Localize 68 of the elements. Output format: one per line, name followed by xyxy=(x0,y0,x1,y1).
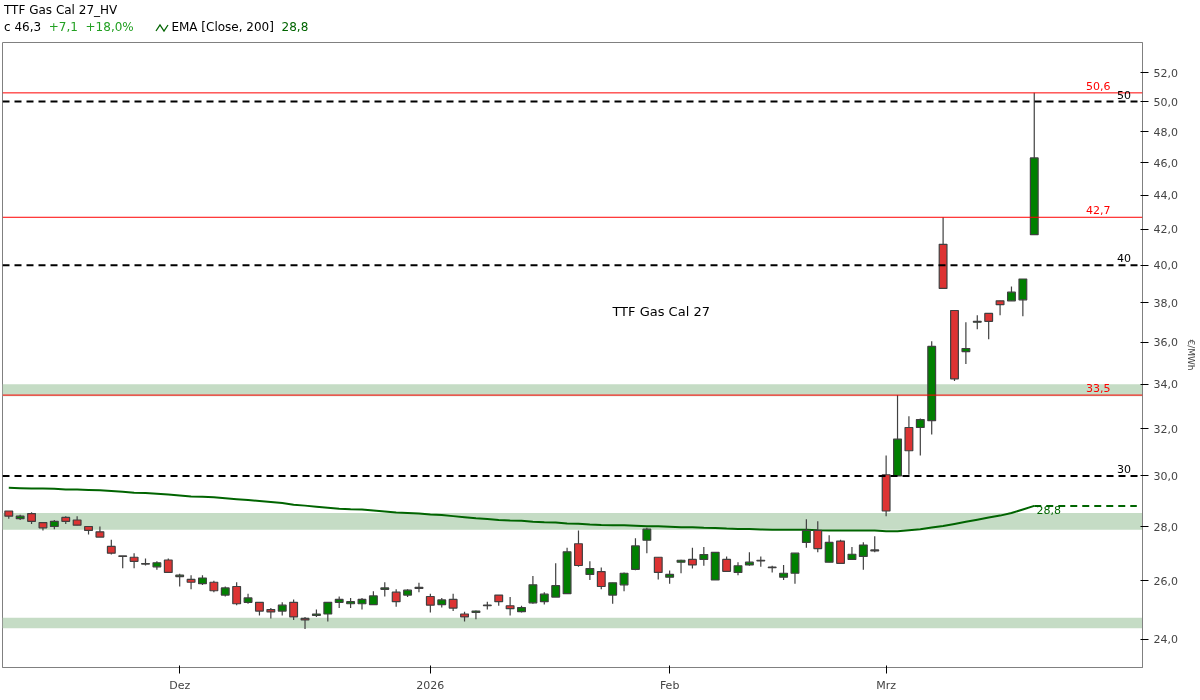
legend-label: EMA [Close, 200] xyxy=(170,20,274,34)
y-tick-label: 24,0 xyxy=(1153,633,1178,647)
candlestick xyxy=(984,312,994,340)
y-tick-label: 32,0 xyxy=(1153,422,1178,436)
y-tick-label: 36,0 xyxy=(1153,336,1178,350)
y-tick-label: 48,0 xyxy=(1153,125,1178,139)
x-tick-label: Mrz xyxy=(876,678,897,692)
candlestick xyxy=(687,547,697,570)
candlestick xyxy=(608,582,618,605)
ref-line-label: 33,5 xyxy=(1086,382,1111,396)
text: c 46,3 xyxy=(4,20,42,34)
candlestick xyxy=(790,552,800,585)
candlestick xyxy=(232,581,242,606)
y-axis-title: €/MWh xyxy=(1185,339,1196,371)
text: +7,1 xyxy=(48,20,78,34)
candlestick xyxy=(528,575,538,605)
candlestick xyxy=(858,541,868,571)
ref-line-label: 50,6 xyxy=(1086,79,1111,93)
y-tick-label: 38,0 xyxy=(1153,296,1178,310)
candlestick xyxy=(801,518,811,549)
y-tick-label: 50,0 xyxy=(1153,95,1178,109)
y-tick-label: 26,0 xyxy=(1153,574,1178,588)
y-tick-label: 52,0 xyxy=(1153,66,1178,80)
ref-line-label: 30 xyxy=(1117,462,1132,476)
candlestick xyxy=(289,598,299,621)
y-tick-label: 44,0 xyxy=(1153,189,1178,203)
y-tick-label: 30,0 xyxy=(1153,469,1178,483)
chart-title: TTF Gas Cal 27_HV xyxy=(4,2,119,19)
candlestick xyxy=(574,529,583,568)
text: 28,8 xyxy=(281,20,309,34)
candlestick xyxy=(961,321,971,365)
x-tick-label: Dez xyxy=(169,678,191,692)
candlestick xyxy=(414,582,424,593)
candlestick xyxy=(676,559,686,574)
ref-line-label: 42,7 xyxy=(1086,204,1111,218)
candlestick xyxy=(824,534,834,563)
candlestick xyxy=(642,527,652,554)
candlestick xyxy=(1018,278,1028,317)
candlestick xyxy=(471,609,481,620)
candlestick xyxy=(813,520,823,553)
candlestick xyxy=(904,415,914,476)
candlestick xyxy=(847,546,857,561)
candlestick xyxy=(699,546,709,567)
y-tick-label: 40,0 xyxy=(1153,259,1178,273)
candlestick xyxy=(915,417,925,457)
candlestick xyxy=(995,300,1005,316)
candlestick xyxy=(585,560,595,581)
text: +18,0% xyxy=(85,20,134,34)
candlestick xyxy=(323,601,333,622)
y-tick-label: 46,0 xyxy=(1153,156,1178,170)
ref-line-label: 40 xyxy=(1117,252,1132,266)
candlestick xyxy=(505,596,515,617)
x-tick-label: 2026 xyxy=(416,678,445,692)
candlestick xyxy=(129,552,139,569)
candlestick xyxy=(300,616,310,630)
x-tick-label: Feb xyxy=(659,678,680,692)
candlestick xyxy=(186,574,196,590)
candlestick xyxy=(630,537,640,571)
annotation: TTF Gas Cal 27 xyxy=(611,303,710,319)
candlestick xyxy=(357,597,367,611)
y-tick-label: 34,0 xyxy=(1153,378,1178,392)
candlestick xyxy=(653,556,663,581)
candlestick xyxy=(619,571,629,592)
y-tick-label: 28,0 xyxy=(1153,520,1178,534)
candlestick xyxy=(425,593,435,614)
candlestick xyxy=(551,562,561,598)
y-tick-label: 42,0 xyxy=(1153,223,1178,237)
candlestick xyxy=(596,566,606,590)
